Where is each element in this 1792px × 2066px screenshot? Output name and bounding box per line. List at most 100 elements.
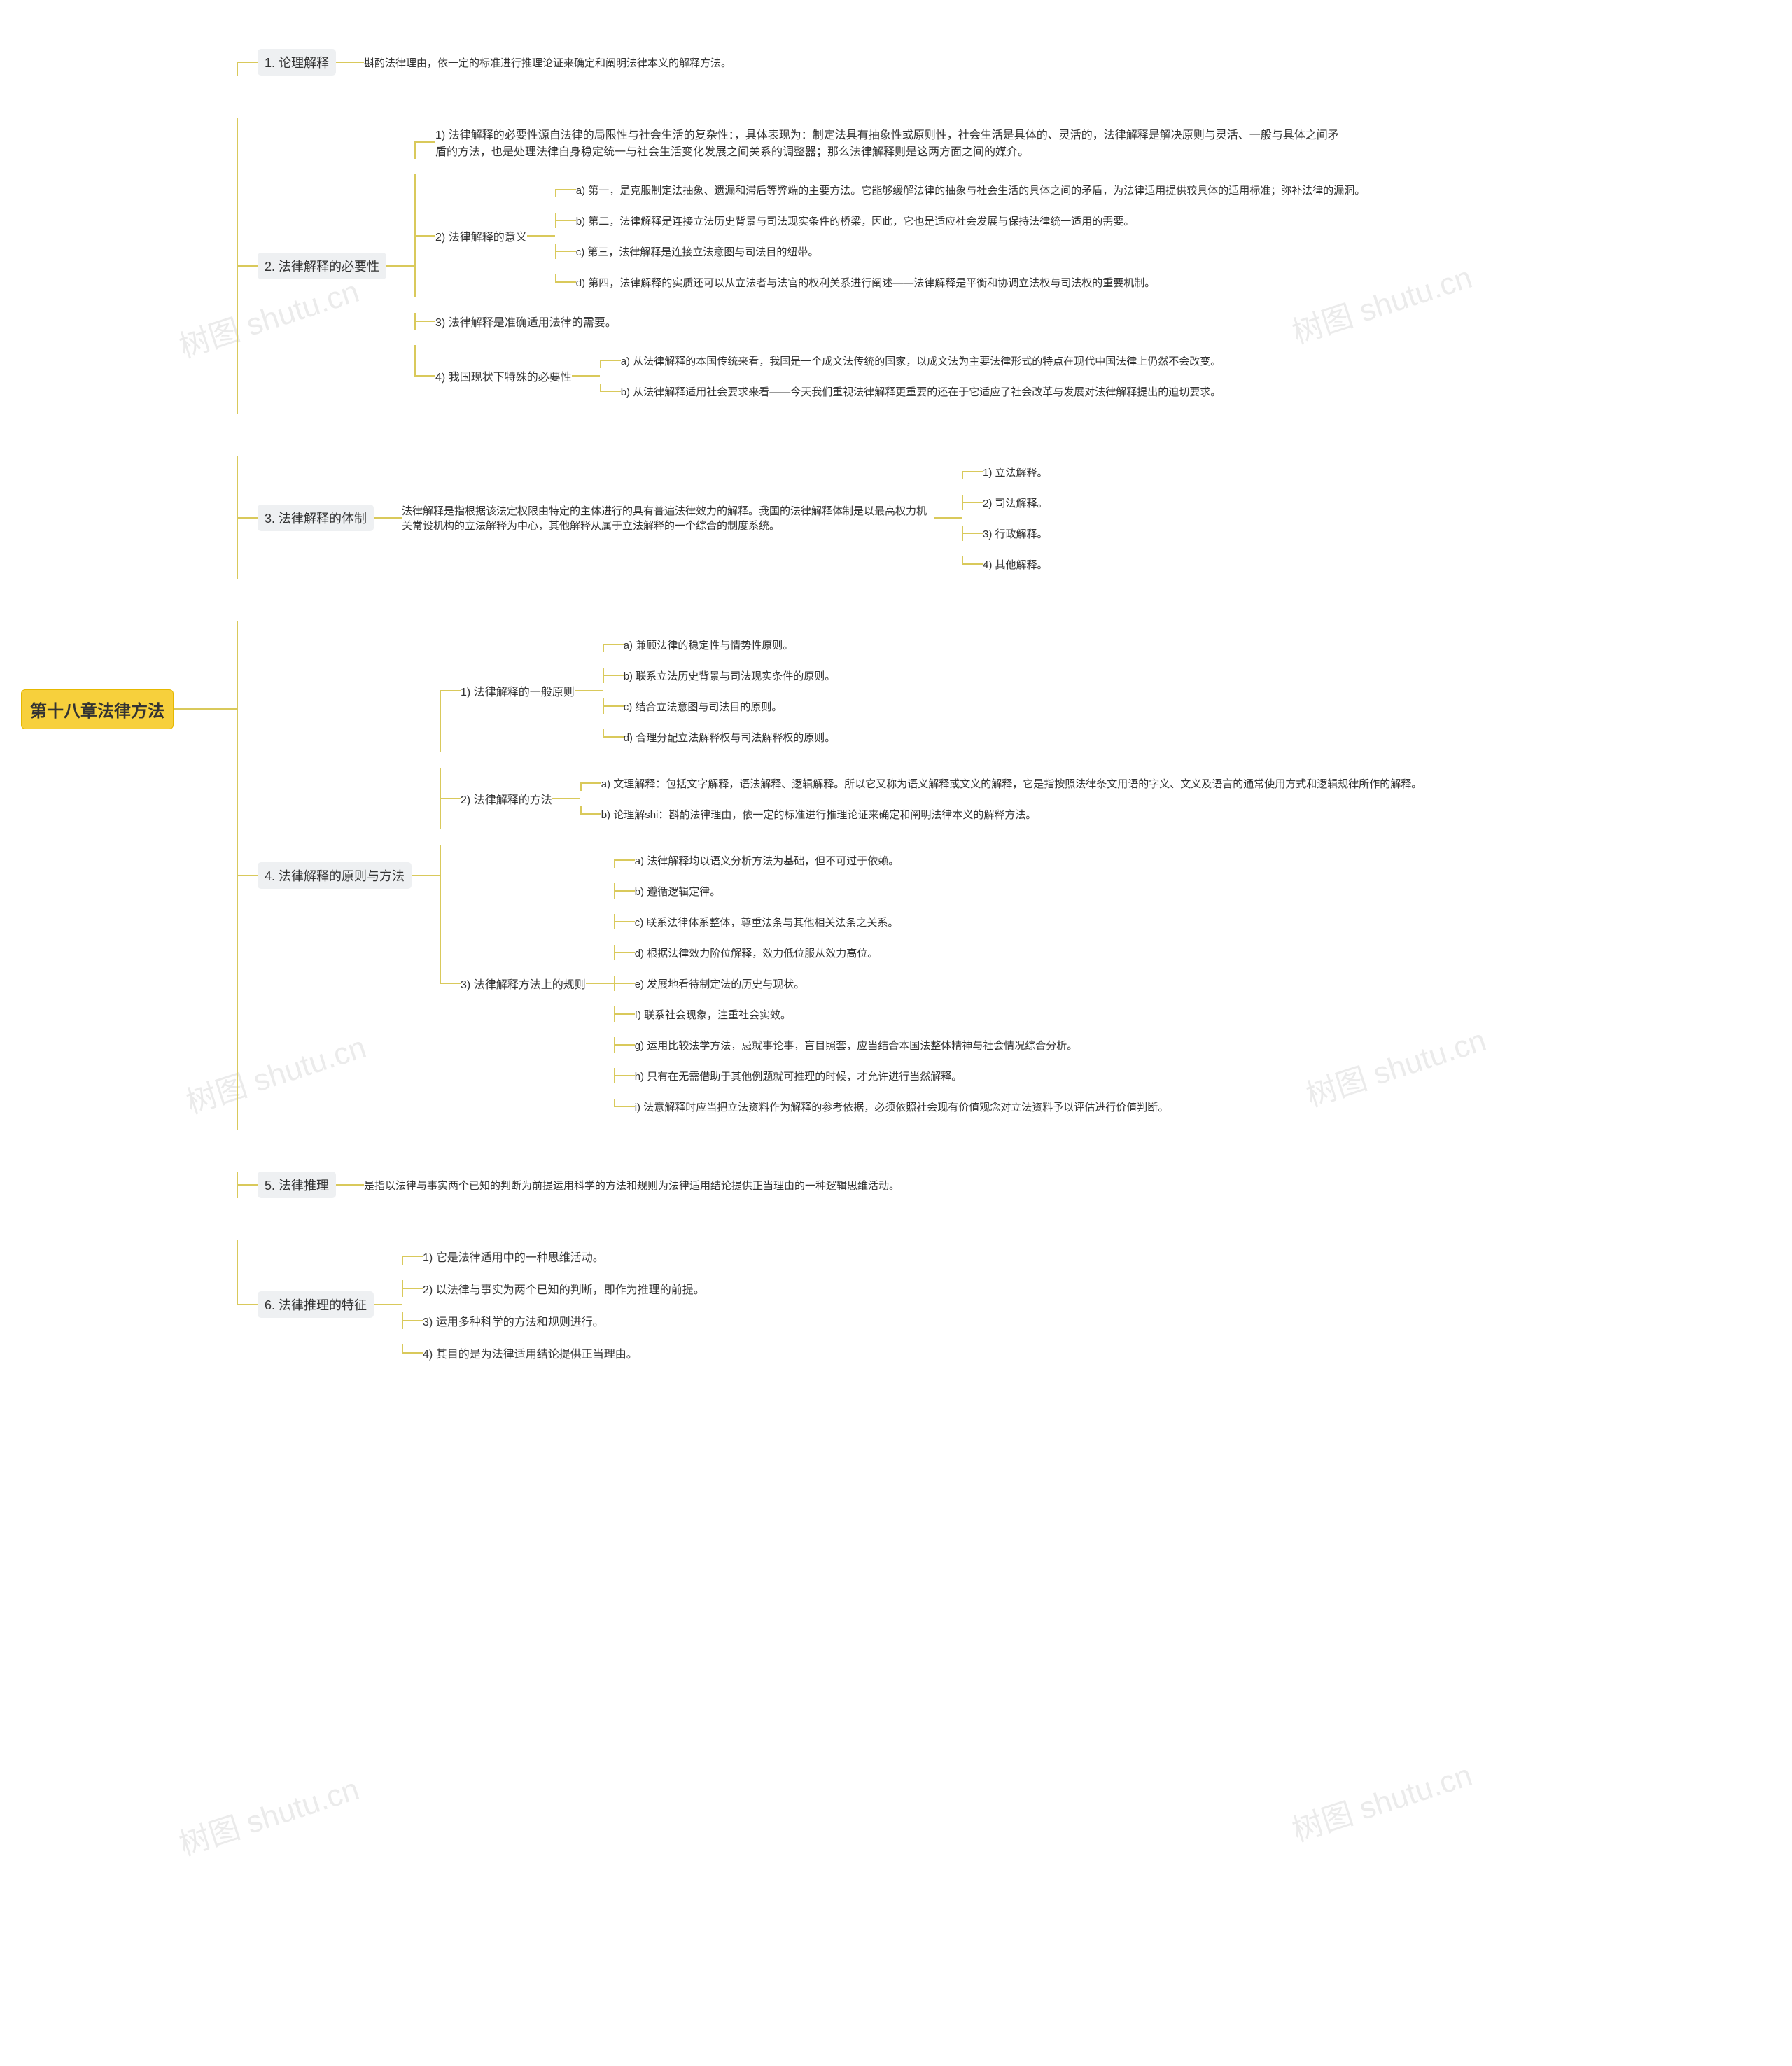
- connector: [572, 375, 600, 377]
- elbow: [614, 914, 635, 929]
- children-column: 1) 它是法律适用中的一种思维活动。 2) 以法律与事实为两个已知的判断，即作为推…: [402, 1240, 705, 1369]
- node-label: 法律解释是指根据该法定权限由特定的主体进行的具有普遍法律效力的解释。我国的法律解…: [402, 503, 934, 533]
- child-item: i) 法意解释时应当把立法资料作为解释的参考依据，必须依照社会现有价值观念对立法…: [614, 1091, 1169, 1122]
- elbow: [603, 729, 624, 745]
- node-label: 2) 以法律与事实为两个已知的判断，即作为推理的前提。: [423, 1280, 705, 1297]
- node-label: d) 根据法律效力阶位解释，效力低位服从效力高位。: [635, 946, 878, 960]
- elbow: [402, 1248, 423, 1265]
- connector: [374, 517, 402, 519]
- elbow: [440, 629, 461, 752]
- child-item: d) 第四，法律解释的实质还可以从立法者与法官的权利关系进行阐述——法律解释是平…: [555, 267, 1366, 297]
- elbow: [440, 845, 461, 1122]
- level1-item: 5. 法律推理是指以法律与事实两个已知的判断为前提运用科学的方法和规则为法律适用…: [237, 1151, 1422, 1219]
- node-label: a) 第一，是克服制定法抽象、遗漏和滞后等弊端的主要方法。它能够缓解法律的抽象与…: [576, 183, 1366, 197]
- level1-column: 1. 论理解释斟酌法律理由，依一定的标准进行推理论证来确定和阐明法律本义的解释方…: [237, 28, 1422, 1390]
- child-item: 1) 法律解释的一般原则 a) 兼顾法律的稳定性与情势性原则。b) 联系立法历史背…: [440, 621, 1422, 760]
- node-label: 2) 法律解释的意义: [435, 227, 527, 244]
- elbow: [414, 125, 435, 159]
- elbow: [237, 49, 258, 76]
- child-item: a) 兼顾法律的稳定性与情势性原则。: [603, 629, 836, 660]
- elbow: [603, 698, 624, 714]
- node-label: a) 从法律解释的本国传统来看，我国是一个成文法传统的国家，以成文法为主要法律形…: [621, 353, 1222, 368]
- node-label: 1) 法律解释的必要性源自法律的局限性与社会生活的复杂性：，具体表现为：制定法具…: [435, 125, 1345, 159]
- child-item: c) 结合立法意图与司法目的原则。: [603, 691, 836, 722]
- elbow: [555, 244, 576, 259]
- child-item: 4) 其目的是为法律适用结论提供正当理由。: [402, 1337, 705, 1369]
- elbow: [402, 1280, 423, 1297]
- node-label: 1) 法律解释的一般原则: [461, 682, 575, 699]
- elbow: [614, 945, 635, 960]
- node-label: 1) 它是法律适用中的一种思维活动。: [423, 1248, 604, 1265]
- node-label: 4) 其他解释。: [983, 557, 1048, 572]
- node-label: f) 联系社会现象，注重社会实效。: [635, 1007, 791, 1022]
- node-label: 3) 法律解释方法上的规则: [461, 975, 586, 992]
- child-item: d) 根据法律效力阶位解释，效力低位服从效力高位。: [614, 937, 1169, 968]
- children-column: a) 兼顾法律的稳定性与情势性原则。b) 联系立法历史背景与司法现实条件的原则。…: [603, 629, 836, 752]
- connector: [374, 1304, 402, 1305]
- node-label: c) 联系法律体系整体，尊重法条与其他相关法条之关系。: [635, 915, 899, 929]
- level1-node[interactable]: 1. 论理解释: [258, 49, 336, 76]
- child-item: c) 第三，法律解释是连接立法意图与司法目的纽带。: [555, 236, 1366, 267]
- children-column: a) 法律解释均以语义分析方法为基础，但不可过于依赖。b) 遵循逻辑定律。c) …: [614, 845, 1169, 1122]
- level1-node[interactable]: 2. 法律解释的必要性: [258, 253, 386, 279]
- child-item: b) 论理解shi：斟酌法律理由，依一定的标准进行推理论证来确定和阐明法律本义的…: [580, 799, 1422, 829]
- child-item: 3) 运用多种科学的方法和规则进行。: [402, 1305, 705, 1337]
- elbow: [962, 464, 983, 479]
- elbow: [603, 668, 624, 683]
- node-label: b) 第二，法律解释是连接立法历史背景与司法现实条件的桥梁，因此，它也是适应社会…: [576, 213, 1135, 228]
- child-item: 2) 法律解释的方法a) 文理解释：包括文字解释，语法解释、逻辑解释。所以它又称…: [440, 760, 1422, 837]
- children-column: a) 文理解释：包括文字解释，语法解释、逻辑解释。所以它又称为语义解释或文义的解…: [580, 768, 1422, 829]
- elbow: [237, 118, 258, 414]
- child-item: 4) 其他解释。: [962, 549, 1048, 579]
- level1-item: 3. 法律解释的体制 法律解释是指根据该法定权限由特定的主体进行的具有普遍法律效力…: [237, 435, 1422, 600]
- connector: [386, 265, 414, 267]
- node-label: c) 结合立法意图与司法目的原则。: [624, 699, 783, 714]
- elbow: [603, 637, 624, 652]
- connector: [527, 235, 555, 237]
- child-item: d) 合理分配立法解释权与司法解释权的原则。: [603, 722, 836, 752]
- node-label: i) 法意解释时应当把立法资料作为解释的参考依据，必须依照社会现有价值观念对立法…: [635, 1099, 1169, 1114]
- node-label: 4) 我国现状下特殊的必要性: [435, 367, 572, 384]
- elbow: [962, 556, 983, 572]
- node-label: 4) 其目的是为法律适用结论提供正当理由。: [423, 1344, 638, 1361]
- child-item: 1) 立法解释。: [962, 456, 1048, 487]
- root-row: 第十八章法律方法 1. 论理解释斟酌法律理由，依一定的标准进行推理论证来确定和阐明…: [21, 28, 1771, 1390]
- node-label: d) 合理分配立法解释权与司法解释权的原则。: [624, 730, 836, 745]
- elbow: [600, 384, 621, 399]
- child-item: f) 联系社会现象，注重社会实效。: [614, 999, 1169, 1030]
- child-item: e) 发展地看待制定法的历史与现状。: [614, 968, 1169, 999]
- level1-item: 6. 法律推理的特征 1) 它是法律适用中的一种思维活动。 2) 以法律与事实为两个…: [237, 1219, 1422, 1390]
- child-item: a) 从法律解释的本国传统来看，我国是一个成文法传统的国家，以成文法为主要法律形…: [600, 345, 1222, 376]
- child-item: 3) 行政解释。: [962, 518, 1048, 549]
- level1-node[interactable]: 6. 法律推理的特征: [258, 1291, 374, 1318]
- level1-node[interactable]: 3. 法律解释的体制: [258, 505, 374, 531]
- elbow: [402, 1344, 423, 1361]
- children-column: a) 从法律解释的本国传统来看，我国是一个成文法传统的国家，以成文法为主要法律形…: [600, 345, 1222, 407]
- node-label: a) 法律解释均以语义分析方法为基础，但不可过于依赖。: [635, 853, 899, 868]
- node-label: d) 第四，法律解释的实质还可以从立法者与法官的权利关系进行阐述——法律解释是平…: [576, 275, 1156, 290]
- child-item: 2) 法律解释的意义 a) 第一，是克服制定法抽象、遗漏和滞后等弊端的主要方法。它…: [414, 167, 1365, 305]
- connector: [934, 517, 962, 519]
- child-item: a) 文理解释：包括文字解释，语法解释、逻辑解释。所以它又称为语义解释或文义的解…: [580, 768, 1422, 799]
- connector: [174, 708, 237, 710]
- elbow: [614, 976, 635, 991]
- child-item: 4) 我国现状下特殊的必要性 a) 从法律解释的本国传统来看，我国是一个成文法传统…: [414, 337, 1365, 414]
- node-label: a) 文理解释：包括文字解释，语法解释、逻辑解释。所以它又称为语义解释或文义的解…: [601, 776, 1422, 791]
- elbow: [440, 768, 461, 829]
- node-label: c) 第三，法律解释是连接立法意图与司法目的纽带。: [576, 244, 819, 259]
- child-item: b) 从法律解释适用社会要求来看——今天我们重视法律解释更重要的还在于它适应了社…: [600, 376, 1222, 407]
- elbow: [600, 353, 621, 368]
- root-node[interactable]: 第十八章法律方法: [21, 689, 174, 729]
- child-item: 2) 司法解释。: [962, 487, 1048, 518]
- elbow: [414, 313, 435, 330]
- node-label: b) 从法律解释适用社会要求来看——今天我们重视法律解释更重要的还在于它适应了社…: [621, 384, 1222, 399]
- child-item: g) 运用比较法学方法，忌就事论事，盲目照套，应当结合本国法整体精神与社会情况综…: [614, 1030, 1169, 1060]
- connector: [412, 875, 440, 876]
- connector: [586, 983, 614, 984]
- level1-node[interactable]: 5. 法律推理: [258, 1172, 336, 1198]
- node-label: b) 论理解shi：斟酌法律理由，依一定的标准进行推理论证来确定和阐明法律本义的…: [601, 807, 1037, 822]
- node-label: 3) 法律解释是准确适用法律的需要。: [435, 313, 617, 330]
- child-item: a) 第一，是克服制定法抽象、遗漏和滞后等弊端的主要方法。它能够缓解法律的抽象与…: [555, 174, 1366, 205]
- level1-node[interactable]: 4. 法律解释的原则与方法: [258, 862, 412, 889]
- child-item: 1) 法律解释的必要性源自法律的局限性与社会生活的复杂性：，具体表现为：制定法具…: [414, 118, 1365, 167]
